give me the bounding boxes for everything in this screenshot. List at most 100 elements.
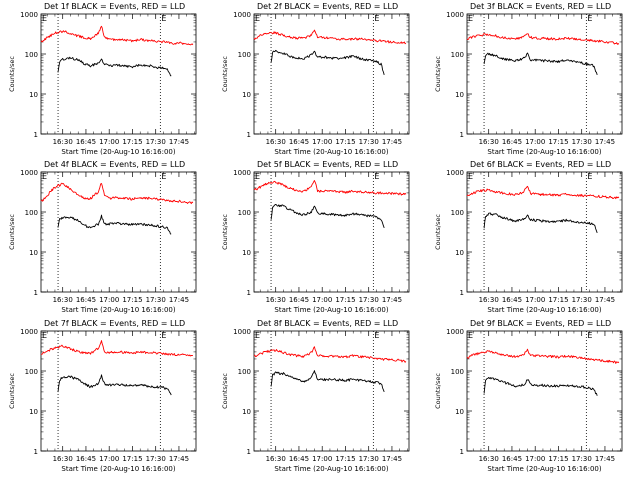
x-tick-label: 17:00 bbox=[99, 296, 119, 304]
panel-title: Det 7f BLACK = Events, RED = LLD bbox=[44, 319, 185, 328]
y-tick-label: 1000 bbox=[233, 328, 251, 336]
plot-frame bbox=[40, 171, 197, 293]
interval-marker-label: E bbox=[161, 331, 166, 340]
plot-frame bbox=[466, 13, 623, 135]
y-axis-label: Counts/sec bbox=[8, 373, 16, 409]
events-series-line bbox=[270, 370, 385, 393]
x-tick-label: 17:15 bbox=[122, 138, 142, 146]
plot-frame bbox=[40, 13, 197, 135]
plot-frame bbox=[40, 330, 197, 452]
y-tick-label: 1000 bbox=[20, 169, 38, 177]
y-axis-label: Counts/sec bbox=[434, 373, 442, 409]
plot-frame bbox=[466, 171, 623, 293]
panel-title: Det 3f BLACK = Events, RED = LLD bbox=[470, 2, 611, 11]
y-tick-label: 100 bbox=[451, 209, 464, 217]
y-tick-label: 100 bbox=[238, 368, 251, 376]
y-tick-label: 1000 bbox=[446, 328, 464, 336]
x-tick-label: 16:45 bbox=[502, 455, 522, 463]
events-series-line bbox=[57, 214, 172, 235]
x-tick-label: 17:30 bbox=[359, 455, 379, 463]
x-tick-label: 17:45 bbox=[595, 138, 615, 146]
x-tick-label: 17:45 bbox=[169, 296, 189, 304]
lld-series-line bbox=[40, 25, 194, 46]
y-tick-label: 10 bbox=[455, 249, 464, 257]
y-tick-label: 10 bbox=[242, 91, 251, 99]
y-axis-label: Counts/sec bbox=[434, 214, 442, 250]
x-tick-label: 17:45 bbox=[382, 296, 402, 304]
x-tick-label: 17:30 bbox=[359, 138, 379, 146]
panel-title: Det 9f BLACK = Events, RED = LLD bbox=[470, 319, 611, 328]
y-axis-label: Counts/sec bbox=[434, 56, 442, 92]
y-tick-label: 10 bbox=[29, 249, 38, 257]
x-tick-label: 17:30 bbox=[572, 296, 592, 304]
x-tick-label: 16:30 bbox=[266, 455, 286, 463]
interval-marker-label: E bbox=[374, 331, 379, 340]
interval-marker-label: E bbox=[161, 172, 166, 181]
events-series-line bbox=[483, 52, 598, 76]
panel-title: Det 4f BLACK = Events, RED = LLD bbox=[44, 160, 185, 169]
x-axis-label: Start Time (20-Aug-10 16:16:00) bbox=[274, 306, 388, 314]
panel-title: Det 8f BLACK = Events, RED = LLD bbox=[257, 319, 398, 328]
x-tick-label: 16:45 bbox=[289, 455, 309, 463]
y-axis-label: Counts/sec bbox=[8, 56, 16, 92]
y-tick-label: 1000 bbox=[446, 11, 464, 19]
x-tick-label: 17:15 bbox=[122, 296, 142, 304]
x-tick-label: 16:30 bbox=[479, 138, 499, 146]
lld-series-line bbox=[40, 340, 193, 357]
plot-frame bbox=[466, 330, 623, 452]
panel-title: Det 5f BLACK = Events, RED = LLD bbox=[257, 160, 398, 169]
x-tick-label: 17:30 bbox=[146, 455, 166, 463]
y-tick-label: 10 bbox=[242, 249, 251, 257]
x-axis-label: Start Time (20-Aug-10 16:16:00) bbox=[274, 148, 388, 156]
interval-marker-label: E bbox=[468, 331, 473, 340]
interval-marker-label: E bbox=[255, 14, 260, 23]
x-tick-label: 17:00 bbox=[312, 296, 332, 304]
x-tick-label: 17:30 bbox=[572, 455, 592, 463]
y-tick-label: 1 bbox=[247, 289, 251, 297]
x-tick-label: 17:00 bbox=[99, 138, 119, 146]
lld-series-line bbox=[466, 348, 620, 364]
x-tick-label: 16:30 bbox=[266, 296, 286, 304]
x-axis-label: Start Time (20-Aug-10 16:16:00) bbox=[487, 465, 601, 473]
x-tick-label: 16:30 bbox=[53, 296, 73, 304]
y-tick-label: 100 bbox=[451, 368, 464, 376]
y-tick-label: 1000 bbox=[233, 11, 251, 19]
x-tick-label: 16:30 bbox=[266, 138, 286, 146]
events-series-line bbox=[483, 377, 598, 396]
y-tick-label: 100 bbox=[25, 209, 38, 217]
interval-marker-label: E bbox=[587, 14, 592, 23]
y-tick-label: 10 bbox=[455, 91, 464, 99]
x-tick-label: 17:15 bbox=[335, 296, 355, 304]
y-tick-label: 1 bbox=[34, 448, 38, 456]
y-tick-label: 100 bbox=[25, 51, 38, 59]
y-tick-label: 1 bbox=[460, 448, 464, 456]
y-tick-label: 1 bbox=[34, 289, 38, 297]
y-tick-label: 10 bbox=[455, 408, 464, 416]
interval-marker-label: E bbox=[42, 172, 47, 181]
y-tick-label: 1000 bbox=[20, 11, 38, 19]
lld-series-line bbox=[253, 346, 407, 363]
panel-3: Det 3f BLACK = Events, RED = LLD 1 10 100 10… bbox=[434, 2, 623, 156]
x-tick-label: 17:15 bbox=[335, 138, 355, 146]
lld-series-line bbox=[466, 185, 620, 200]
events-series-line bbox=[270, 49, 385, 76]
x-tick-label: 17:00 bbox=[525, 138, 545, 146]
y-tick-label: 1000 bbox=[233, 169, 251, 177]
y-axis-label: Counts/sec bbox=[221, 56, 229, 92]
x-tick-label: 16:45 bbox=[76, 455, 96, 463]
events-series-line bbox=[483, 212, 598, 234]
panel-6: Det 6f BLACK = Events, RED = LLD 1 10 100 10… bbox=[434, 160, 623, 314]
x-tick-label: 17:45 bbox=[169, 138, 189, 146]
y-tick-label: 1 bbox=[247, 448, 251, 456]
x-axis-label: Start Time (20-Aug-10 16:16:00) bbox=[61, 306, 175, 314]
interval-marker-label: E bbox=[255, 172, 260, 181]
x-tick-label: 16:45 bbox=[76, 296, 96, 304]
panel-8: Det 8f BLACK = Events, RED = LLD 1 10 100 10… bbox=[221, 319, 410, 473]
interval-marker-label: E bbox=[255, 331, 260, 340]
y-tick-label: 100 bbox=[238, 51, 251, 59]
y-axis-label: Counts/sec bbox=[221, 214, 229, 250]
x-tick-label: 17:30 bbox=[572, 138, 592, 146]
interval-marker-label: E bbox=[468, 172, 473, 181]
x-tick-label: 17:45 bbox=[382, 455, 402, 463]
